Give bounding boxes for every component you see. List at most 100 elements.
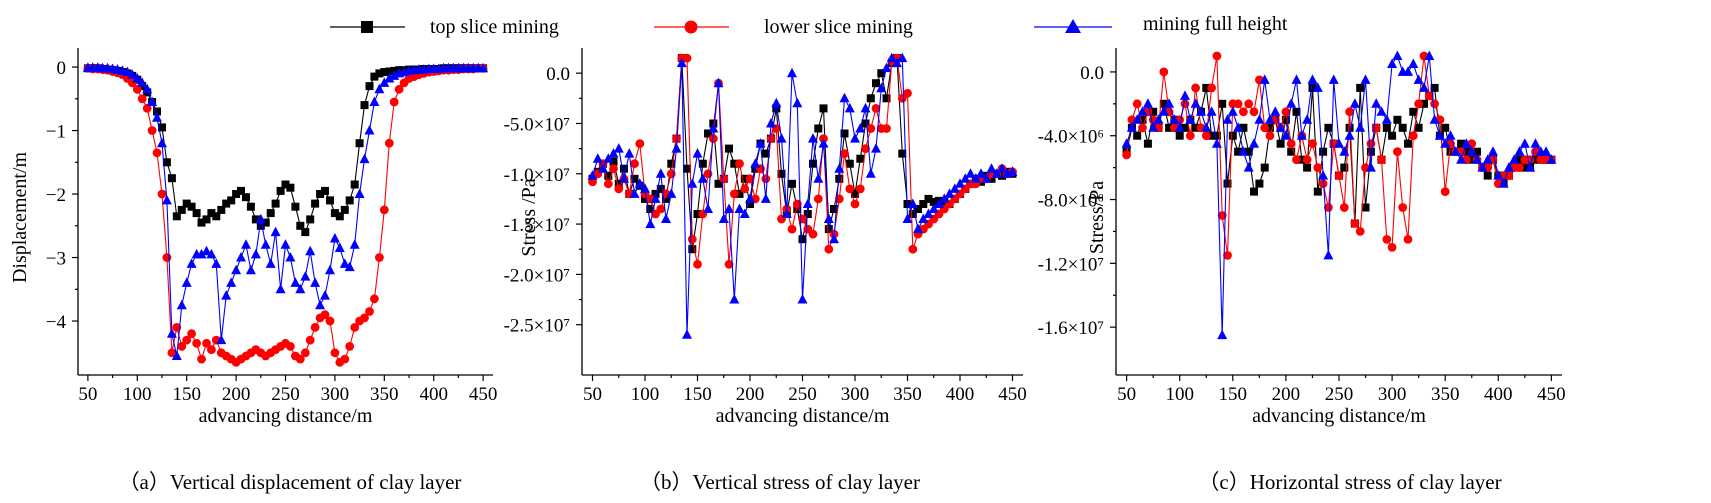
data-point <box>1126 122 1137 132</box>
data-point <box>1297 155 1306 164</box>
data-point <box>1308 139 1317 149</box>
data-point <box>295 354 305 364</box>
data-point <box>609 157 618 166</box>
data-point <box>202 338 211 348</box>
data-point <box>147 126 157 135</box>
data-point <box>1270 106 1281 116</box>
data-point <box>1324 123 1333 132</box>
data-point <box>1249 107 1259 117</box>
data-point <box>813 173 824 183</box>
data-point <box>201 245 212 256</box>
data-point <box>152 112 162 122</box>
data-point <box>1371 123 1381 133</box>
data-point <box>379 77 390 87</box>
data-point <box>241 239 251 249</box>
data-point <box>845 184 855 194</box>
data-point <box>872 79 880 88</box>
legend-item-full-height: mining full height <box>1034 13 1288 35</box>
data-point <box>793 205 802 213</box>
data-point <box>614 184 624 194</box>
data-point <box>1121 138 1132 148</box>
data-point <box>197 218 206 227</box>
data-point <box>687 234 697 244</box>
data-point <box>1414 99 1423 109</box>
data-point <box>603 179 613 189</box>
data-point <box>1488 146 1498 156</box>
data-point <box>1355 122 1366 132</box>
data-point <box>850 199 860 209</box>
data-point <box>1319 147 1328 156</box>
data-point <box>171 350 182 360</box>
data-point <box>1440 138 1451 148</box>
data-point <box>1266 123 1274 132</box>
data-point <box>217 205 226 214</box>
data-point <box>1420 99 1428 108</box>
data-point <box>666 188 677 198</box>
data-point <box>734 203 745 213</box>
data-point <box>955 178 965 188</box>
x-tick-label: 300 <box>1378 384 1407 405</box>
data-point <box>1138 115 1147 124</box>
data-point <box>1472 154 1482 164</box>
x-tick-label: 200 <box>736 384 765 405</box>
data-point <box>374 83 385 94</box>
x-axis-label: advancing distance/m <box>716 405 890 427</box>
data-point <box>1211 138 1222 148</box>
data-point <box>1339 146 1350 156</box>
data-point <box>182 199 191 208</box>
data-point <box>656 204 666 214</box>
legend-item-lower-slice: lower slice mining <box>654 16 913 38</box>
x-tick-label: 400 <box>419 384 448 405</box>
y-tick-label: -4.0×10⁶ <box>1038 127 1104 148</box>
data-point <box>290 277 301 287</box>
data-point <box>850 133 860 143</box>
data-point <box>761 149 770 158</box>
data-point <box>1531 155 1540 164</box>
data-point <box>814 124 823 133</box>
data-point <box>305 335 315 345</box>
data-point <box>161 194 172 205</box>
data-point <box>1445 130 1456 140</box>
data-point <box>965 168 976 178</box>
panel-caption: （c）Horizontal stress of clay layer <box>1198 470 1501 494</box>
data-point <box>619 173 629 183</box>
data-point <box>1457 139 1466 148</box>
data-point <box>132 73 143 83</box>
data-point <box>662 194 670 203</box>
x-tick-label: 400 <box>1484 384 1513 405</box>
data-point <box>861 119 870 128</box>
data-point <box>781 208 792 218</box>
data-point <box>766 134 776 144</box>
data-point <box>1259 74 1270 84</box>
data-point <box>162 253 172 262</box>
data-point <box>345 342 355 351</box>
data-point <box>1227 106 1238 116</box>
data-point <box>1424 91 1434 101</box>
series-line-lower-slice <box>592 57 1013 265</box>
data-point <box>824 244 834 254</box>
data-point <box>1430 99 1439 109</box>
data-point <box>1388 131 1397 140</box>
data-point <box>746 200 754 208</box>
x-tick-label: 250 <box>1325 384 1354 405</box>
data-point <box>735 159 744 169</box>
data-point <box>1222 114 1233 124</box>
data-point <box>1514 146 1525 156</box>
data-point <box>270 226 281 237</box>
data-point <box>760 193 771 203</box>
x-tick-label: 450 <box>998 384 1027 405</box>
data-point <box>276 186 285 195</box>
data-point <box>818 138 829 148</box>
data-point <box>719 174 729 184</box>
data-point <box>1159 99 1168 108</box>
data-point <box>1185 114 1196 124</box>
data-point <box>1424 50 1435 60</box>
data-point <box>245 264 256 275</box>
legend-marker-triangle <box>1065 19 1081 33</box>
x-tick-label: 100 <box>1165 384 1194 405</box>
data-point <box>835 174 844 183</box>
data-point <box>1398 123 1407 132</box>
data-point <box>898 149 907 158</box>
data-point <box>913 223 923 234</box>
data-point <box>908 210 917 218</box>
